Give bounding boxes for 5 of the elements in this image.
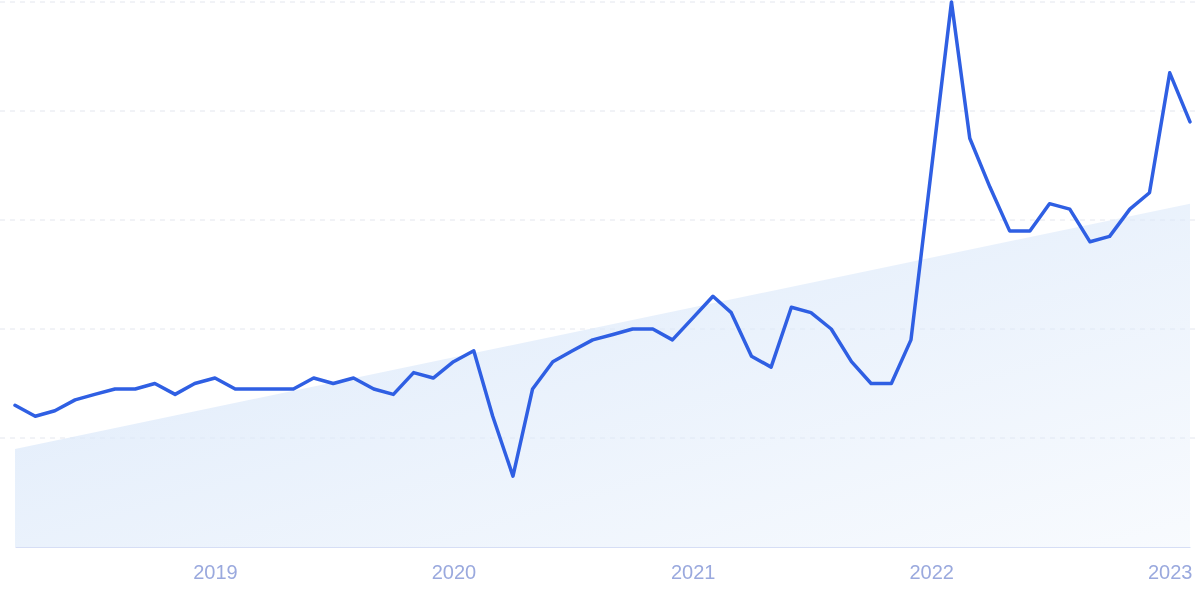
x-tick-label: 2022 (909, 561, 954, 584)
x-tick-label: 2020 (431, 561, 477, 584)
x-tick-label: 2023 (1147, 561, 1193, 584)
x-tick-label: 2021 (670, 561, 716, 584)
x-tick-label: 2019 (193, 561, 238, 584)
